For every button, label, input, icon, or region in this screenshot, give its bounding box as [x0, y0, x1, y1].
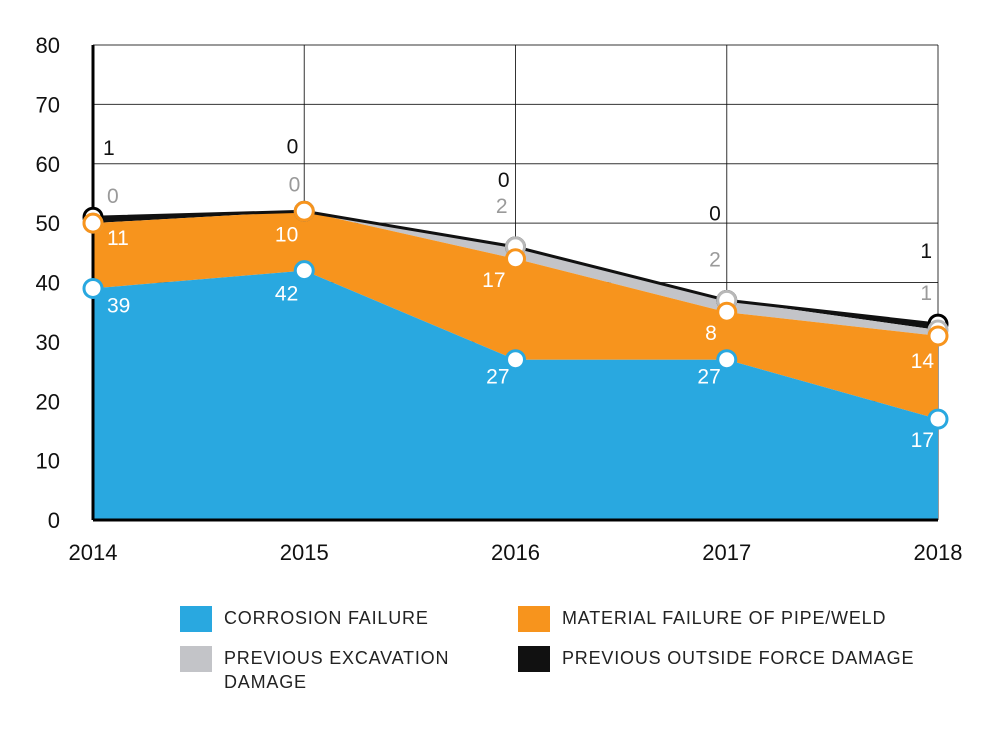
y-tick-label: 30	[36, 330, 60, 355]
data-label: 0	[287, 135, 299, 158]
data-label: 1	[920, 282, 932, 305]
area-corrosion-failure	[93, 270, 938, 520]
data-label: 0	[107, 185, 119, 208]
x-tick-label: 2015	[280, 540, 329, 565]
legend-swatch	[180, 606, 212, 632]
x-tick-label: 2018	[914, 540, 963, 565]
series-markers	[82, 200, 949, 430]
data-label: 14	[911, 350, 935, 373]
data-label: 39	[107, 294, 130, 317]
data-label: 0	[498, 169, 510, 192]
data-label: 27	[697, 366, 720, 389]
y-tick-label: 20	[36, 389, 60, 414]
legend-item-material-failure: MATERIAL FAILURE OF PIPE/WELD	[518, 606, 886, 632]
data-label: 17	[482, 269, 505, 292]
data-label: 10	[275, 223, 298, 246]
legend-label: PREVIOUS OUTSIDE FORCE DAMAGE	[562, 648, 915, 668]
legend-swatch	[518, 606, 550, 632]
marker-0-3	[716, 349, 738, 371]
legend-item-previous-outside-force-damage: PREVIOUS OUTSIDE FORCE DAMAGE	[518, 646, 914, 672]
legend-label: MATERIAL FAILURE OF PIPE/WELD	[562, 608, 887, 628]
marker-1-3	[716, 301, 738, 323]
data-label: 2	[709, 248, 721, 271]
data-label: 2	[496, 195, 508, 218]
data-label: 0	[289, 173, 301, 196]
y-tick-label: 50	[36, 211, 60, 236]
marker-0-0	[82, 277, 104, 299]
y-tick-label: 40	[36, 271, 60, 296]
legend: CORROSION FAILURE MATERIAL FAILURE OF PI…	[180, 598, 980, 708]
legend-label: PREVIOUS EXCAVATION DAMAGE	[224, 648, 450, 692]
data-label: 27	[486, 366, 509, 389]
y-tick-label: 10	[36, 449, 60, 474]
y-tick-label: 80	[36, 33, 60, 58]
marker-1-4	[927, 325, 949, 347]
data-label: 0	[709, 202, 721, 225]
marker-0-4	[927, 408, 949, 430]
marker-1-2	[505, 248, 526, 270]
legend-swatch	[518, 646, 550, 672]
x-tick-label: 2014	[69, 540, 118, 565]
x-tick-label: 2016	[491, 540, 540, 565]
legend-label: CORROSION FAILURE	[224, 608, 429, 628]
y-tick-label: 60	[36, 152, 60, 177]
legend-swatch	[180, 646, 212, 672]
marker-1-0	[82, 212, 104, 234]
data-label: 11	[107, 227, 129, 250]
data-label: 17	[911, 429, 934, 452]
legend-item-previous-excavation-damage: PREVIOUS EXCAVATION DAMAGE	[180, 646, 474, 694]
data-label: 1	[103, 137, 115, 160]
marker-0-1	[293, 260, 315, 282]
data-label: 42	[275, 283, 298, 306]
y-tick-label: 70	[36, 92, 60, 117]
data-label: 1	[920, 240, 932, 263]
legend-item-corrosion-failure: CORROSION FAILURE	[180, 606, 429, 632]
y-tick-label: 0	[48, 508, 60, 533]
data-label: 8	[705, 322, 717, 345]
marker-1-1	[293, 200, 315, 222]
x-tick-label: 2017	[702, 540, 751, 565]
marker-0-2	[505, 349, 526, 371]
